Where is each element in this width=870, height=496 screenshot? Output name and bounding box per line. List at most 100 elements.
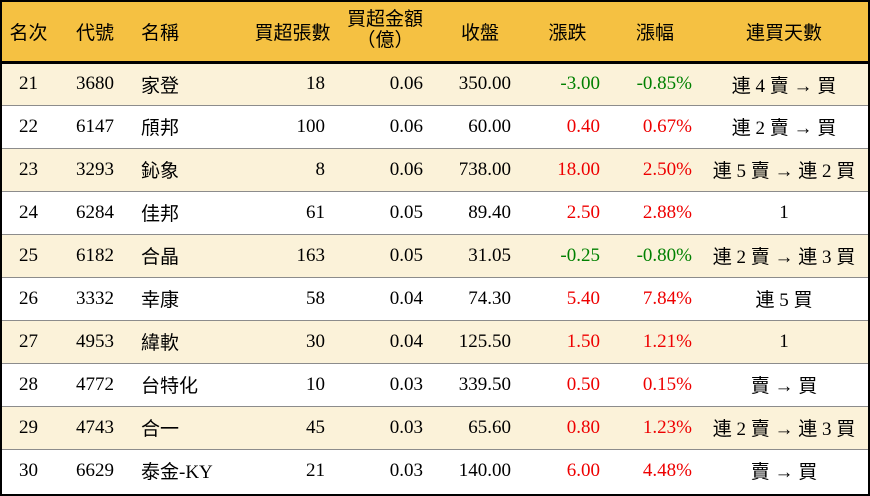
cell-close: 89.40 — [468, 201, 511, 223]
cell-pct: 0.15% — [642, 373, 692, 395]
cell-streak: 1 — [779, 330, 789, 352]
cell-code: 4953 — [76, 330, 114, 352]
cell-rank: 28 — [19, 373, 38, 395]
cell-volume: 10 — [306, 373, 325, 395]
cell-pct: 2.88% — [642, 201, 692, 223]
cell-name: 頎邦 — [141, 118, 180, 139]
cell-streak: 賣 → 買 — [750, 462, 818, 484]
cell-streak: 連 4 賣 → 買 — [731, 75, 837, 97]
cell-volume: 8 — [315, 158, 326, 180]
col-header-code: 代號 — [75, 22, 114, 44]
cell-change: -3.00 — [560, 73, 600, 94]
cell-change: 5.40 — [566, 287, 600, 309]
cell-change: 6.00 — [566, 459, 600, 481]
cell-close: 74.30 — [468, 287, 511, 309]
cell-rank: 24 — [19, 201, 38, 223]
cell-amount: 0.03 — [389, 373, 423, 395]
cell-close: 65.60 — [468, 416, 511, 438]
cell-pct: 1.23% — [642, 416, 692, 438]
cell-amount: 0.04 — [389, 287, 423, 309]
col-header-volume: 買超張數 — [254, 22, 331, 44]
cell-rank: 30 — [19, 459, 38, 481]
cell-name: 幸康 — [141, 290, 180, 311]
cell-change: 18.00 — [557, 158, 600, 180]
cell-rank: 26 — [19, 287, 38, 309]
header-row: 名次 代號 名稱 買超張數 買超金額 （億） 收盤 漲跌 漲幅 連買天數 — [2, 2, 868, 62]
cell-name: 台特化 — [141, 376, 199, 397]
cell-rank: 29 — [19, 416, 38, 438]
cell-close: 60.00 — [468, 115, 511, 137]
cell-change: 0.80 — [566, 416, 600, 438]
cell-code: 3332 — [76, 287, 114, 309]
col-header-amount: 買超金額 （億） — [335, 2, 435, 62]
cell-close: 125.50 — [458, 330, 511, 352]
cell-change: 0.50 — [566, 373, 600, 395]
table-row: 29 4743 合一 45 0.03 65.60 0.80 1.23% 連 2 … — [2, 406, 868, 449]
cell-name: 家登 — [141, 75, 180, 97]
cell-code: 6629 — [76, 459, 114, 481]
cell-amount: 0.04 — [389, 330, 423, 352]
table-row: 27 4953 緯軟 30 0.04 125.50 1.50 1.21% 1 — [2, 320, 868, 363]
cell-rank: 22 — [19, 115, 38, 137]
table-body: 21 3680 家登 18 0.06 350.00 -3.00 -0.85% 連… — [2, 62, 868, 492]
cell-rank: 27 — [19, 330, 38, 352]
cell-code: 4743 — [76, 416, 114, 438]
cell-streak: 連 2 賣 → 連 3 買 — [712, 247, 856, 268]
cell-name: 鈊象 — [141, 161, 180, 182]
cell-volume: 18 — [306, 73, 325, 94]
cell-name: 泰金-KY — [141, 462, 213, 484]
cell-code: 3680 — [76, 73, 114, 94]
table-row: 23 3293 鈊象 8 0.06 738.00 18.00 2.50% 連 5… — [2, 148, 868, 191]
cell-change: 1.50 — [566, 330, 600, 352]
cell-amount: 0.03 — [389, 459, 423, 481]
cell-volume: 45 — [306, 416, 325, 438]
cell-volume: 58 — [306, 287, 325, 309]
cell-volume: 30 — [306, 330, 325, 352]
cell-pct: -0.85% — [636, 73, 692, 94]
cell-volume: 100 — [296, 115, 326, 137]
table-row: 22 6147 頎邦 100 0.06 60.00 0.40 0.67% 連 2… — [2, 105, 868, 148]
cell-close: 339.50 — [458, 373, 511, 395]
cell-rank: 25 — [19, 244, 38, 266]
table-row: 25 6182 合晶 163 0.05 31.05 -0.25 -0.80% 連… — [2, 234, 868, 277]
table-row: 21 3680 家登 18 0.06 350.00 -3.00 -0.85% 連… — [2, 62, 868, 105]
cell-name: 合晶 — [141, 247, 180, 268]
cell-name: 緯軟 — [141, 333, 180, 354]
cell-volume: 21 — [306, 459, 325, 481]
cell-streak: 連 5 買 — [755, 290, 813, 311]
cell-amount: 0.06 — [389, 73, 423, 94]
col-header-streak: 連買天數 — [745, 22, 822, 44]
col-header-pct: 漲幅 — [635, 22, 674, 44]
cell-pct: 1.21% — [642, 330, 692, 352]
cell-pct: 0.67% — [642, 115, 692, 137]
col-header-amount-line1: 買超金額 — [346, 9, 423, 31]
cell-streak: 1 — [779, 201, 789, 223]
cell-name: 佳邦 — [141, 204, 180, 225]
cell-code: 6147 — [76, 115, 114, 137]
table-row: 26 3332 幸康 58 0.04 74.30 5.40 7.84% 連 5 … — [2, 277, 868, 320]
cell-amount: 0.05 — [389, 201, 423, 223]
cell-name: 合一 — [141, 419, 180, 440]
cell-change: -0.25 — [560, 244, 600, 266]
cell-pct: 7.84% — [642, 287, 692, 309]
table-row: 28 4772 台特化 10 0.03 339.50 0.50 0.15% 賣 … — [2, 363, 868, 406]
cell-change: 2.50 — [566, 201, 600, 223]
cell-code: 6284 — [76, 201, 114, 223]
cell-amount: 0.05 — [389, 244, 423, 266]
table-header: 名次 代號 名稱 買超張數 買超金額 （億） 收盤 漲跌 漲幅 連買天數 — [2, 2, 868, 62]
cell-code: 6182 — [76, 244, 114, 266]
cell-streak: 連 2 賣 → 買 — [731, 118, 837, 139]
cell-pct: 4.48% — [642, 459, 692, 481]
cell-close: 738.00 — [458, 158, 511, 180]
cell-close: 350.00 — [458, 73, 511, 94]
cell-volume: 61 — [306, 201, 325, 223]
cell-volume: 163 — [296, 244, 326, 266]
cell-amount: 0.06 — [389, 158, 423, 180]
cell-rank: 23 — [19, 158, 38, 180]
cell-change: 0.40 — [566, 115, 600, 137]
cell-rank: 21 — [19, 73, 38, 94]
cell-streak: 連 2 賣 → 連 3 買 — [712, 419, 856, 440]
table-row: 24 6284 佳邦 61 0.05 89.40 2.50 2.88% 1 — [2, 191, 868, 234]
